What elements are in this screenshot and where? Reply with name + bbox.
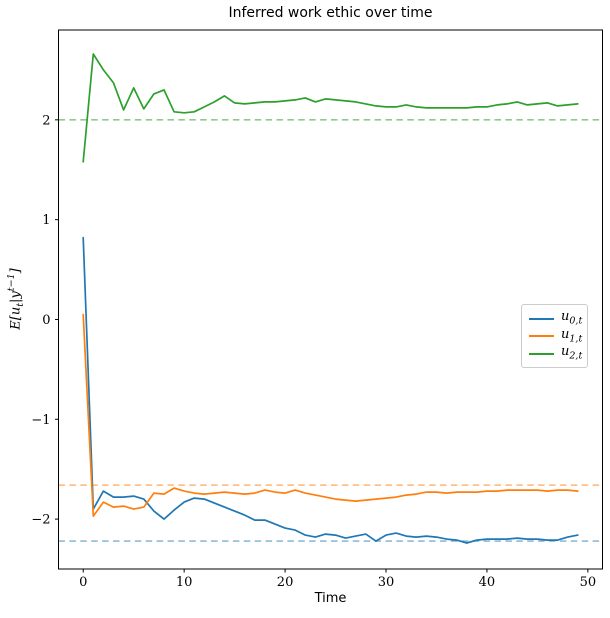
y-axis-label-post: ] [8, 268, 24, 274]
y-tick-label: 2 [42, 113, 50, 128]
legend: u0,t u1,t u2,t [521, 304, 588, 368]
legend-line-u2-icon [529, 352, 554, 355]
legend-entry-u0: u0,t [529, 309, 583, 328]
y-axis-label-sub: t [14, 302, 26, 307]
x-tick-label: 50 [580, 575, 597, 590]
x-tick-label: 0 [79, 575, 87, 590]
legend-label-u0: u0,t [561, 309, 583, 328]
x-tick-label: 30 [378, 575, 395, 590]
series-line-u1 [82, 313, 579, 517]
legend-line-u1-icon [529, 335, 554, 337]
y-axis-label-pre: E[u [8, 306, 24, 330]
legend-label-u1: u1,t [561, 326, 583, 345]
series-line-u2 [82, 53, 579, 163]
y-axis-label-sup: t−1 [6, 273, 18, 292]
y-axis-label: E[ut|yt−1] [6, 268, 26, 329]
x-tick-label: 40 [479, 575, 496, 590]
legend-line-u0-icon [529, 317, 554, 320]
y-tick-label: 0 [42, 313, 50, 328]
series-line-u0 [82, 236, 579, 544]
legend-entry-u1: u1,t [529, 326, 583, 345]
axes-frame [58, 29, 603, 570]
chart-title: Inferred work ethic over time [228, 5, 433, 21]
legend-label-u2: u2,t [561, 344, 583, 363]
y-tick-label: 1 [42, 213, 50, 228]
x-tick-label: 10 [176, 575, 193, 590]
y-axis-label-mid: |y [8, 291, 24, 303]
y-tick-label: −2 [31, 513, 50, 528]
x-axis-label: Time [314, 591, 347, 606]
y-tick-label: −1 [31, 413, 50, 428]
legend-entry-u2: u2,t [529, 344, 583, 363]
x-tick-label: 20 [277, 575, 294, 590]
